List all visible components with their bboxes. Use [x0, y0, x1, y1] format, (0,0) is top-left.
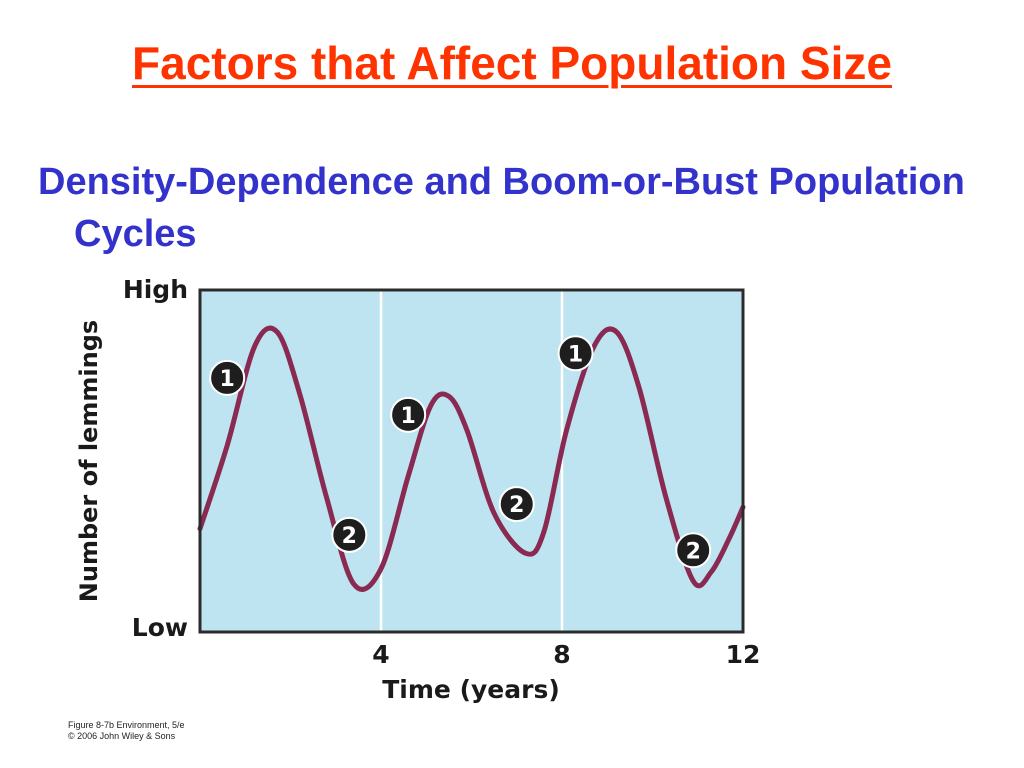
- plot-area: [200, 290, 743, 632]
- phase-marker-1: 1: [209, 359, 246, 396]
- series-line: [197, 325, 746, 592]
- marker-label: 2: [509, 493, 524, 518]
- credit-line-1: Figure 8-7b Environment, 5/e: [68, 720, 185, 730]
- marker-label: 1: [568, 342, 583, 367]
- phase-marker-2: 2: [498, 486, 535, 523]
- marker-badge: [390, 396, 427, 433]
- x-tick-label: 4: [372, 640, 389, 669]
- plot-frame: [198, 288, 745, 634]
- y-tick-label-low: Low: [132, 613, 188, 642]
- marker-badge: [209, 359, 246, 396]
- credit-line-2: © 2006 John Wiley & Sons: [68, 731, 176, 741]
- marker-label: 1: [219, 367, 234, 392]
- slide-title: Factors that Affect Population Size: [132, 37, 892, 89]
- phase-marker-2: 2: [675, 532, 712, 569]
- marker-badge: [675, 532, 712, 569]
- marker-label: 1: [400, 404, 415, 429]
- x-tick-label: 8: [553, 640, 570, 669]
- phase-marker-1: 1: [557, 335, 594, 372]
- x-axis-label: Time (years): [382, 675, 560, 704]
- marker-label: 2: [686, 539, 701, 564]
- markers: 1 2 1 2 1 2: [209, 335, 712, 569]
- marker-label: 2: [342, 524, 357, 549]
- slide-subtitle: Density-Dependence and Boom-or-Bust Popu…: [38, 161, 965, 255]
- marker-badge: [498, 486, 535, 523]
- x-tick-label: 12: [726, 640, 761, 669]
- phase-marker-2: 2: [331, 516, 368, 553]
- phase-marker-1: 1: [390, 396, 427, 433]
- y-axis-label: Number of lemmings: [75, 320, 103, 602]
- marker-badge: [331, 516, 368, 553]
- marker-badge: [557, 335, 594, 372]
- figure-credit: Figure 8-7b Environment, 5/e © 2006 John…: [68, 720, 185, 742]
- y-tick-label-high: High: [123, 275, 188, 304]
